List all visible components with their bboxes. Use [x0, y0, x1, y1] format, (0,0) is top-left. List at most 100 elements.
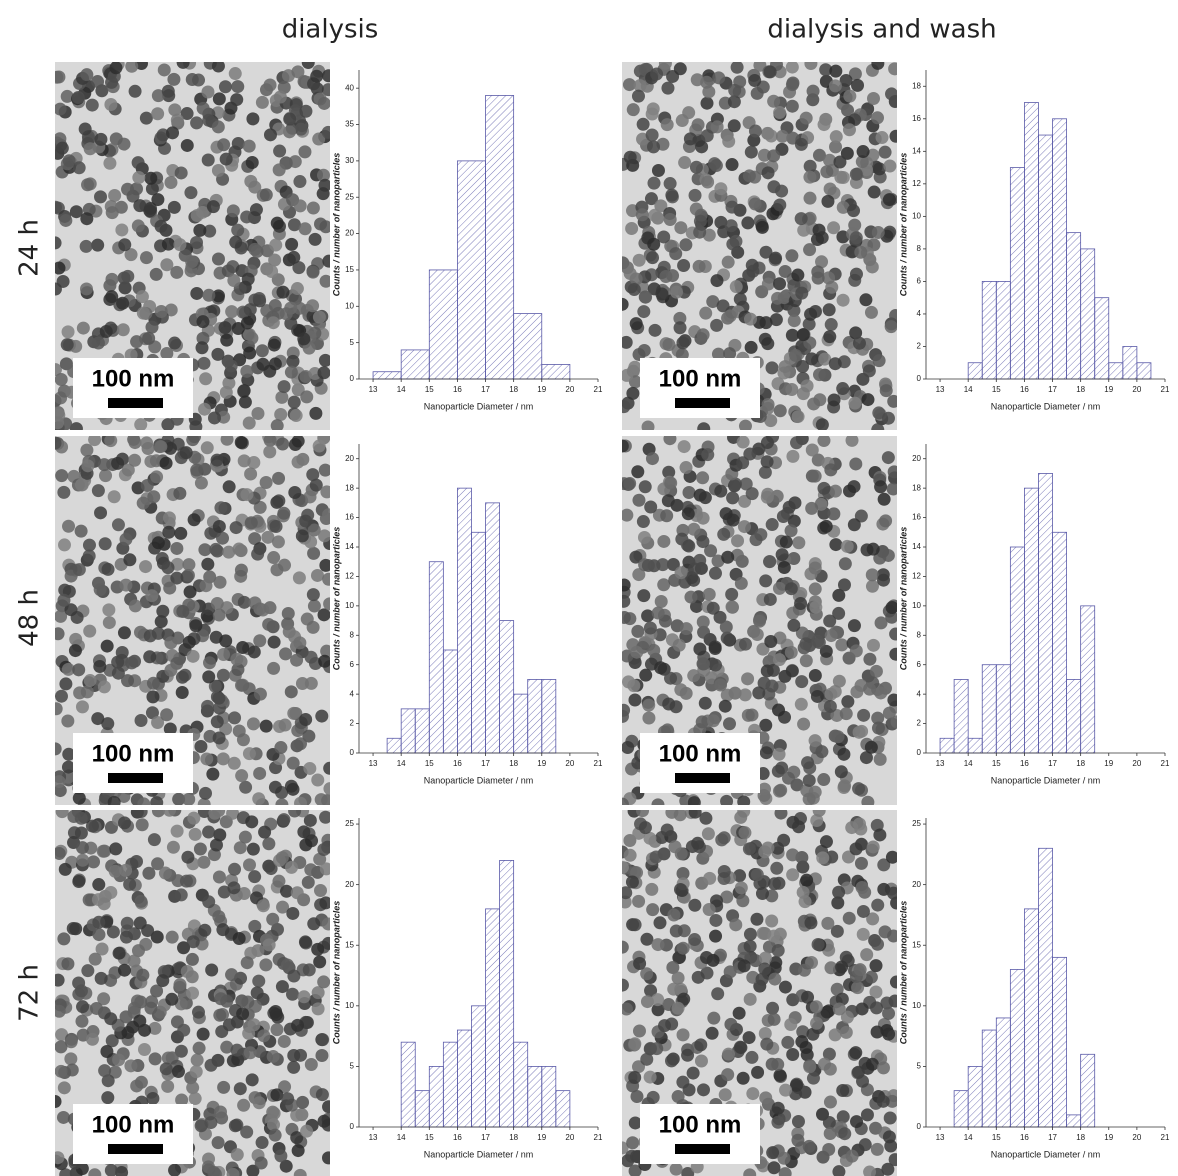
particle	[667, 908, 680, 921]
particle	[667, 983, 680, 996]
particle	[58, 538, 71, 551]
particle	[771, 1116, 784, 1129]
particle	[262, 618, 275, 631]
particle	[91, 75, 104, 88]
particle	[67, 922, 80, 935]
particle	[651, 993, 664, 1006]
particle	[674, 62, 687, 75]
particle	[809, 669, 822, 682]
y-tick-label: 20	[345, 880, 354, 889]
particle	[268, 636, 281, 649]
particle	[786, 100, 799, 113]
particle	[196, 315, 209, 328]
particle	[103, 157, 116, 170]
particle	[887, 694, 900, 707]
particle	[233, 932, 246, 945]
x-axis-label: Nanoparticle Diameter / nm	[991, 1149, 1101, 1159]
particle	[123, 878, 136, 891]
particle	[135, 805, 148, 818]
particle	[84, 142, 97, 155]
particle	[766, 361, 779, 374]
bar	[486, 909, 500, 1127]
particle	[229, 67, 242, 80]
y-tick-label: 40	[345, 83, 354, 92]
particle	[50, 702, 63, 715]
particle	[305, 677, 318, 690]
x-axis-label: Nanoparticle Diameter / nm	[424, 401, 534, 411]
particle	[882, 451, 895, 464]
bar	[1123, 346, 1137, 379]
particle	[319, 354, 332, 367]
particle	[655, 287, 668, 300]
particle	[648, 209, 661, 222]
particle	[239, 396, 252, 409]
y-tick-label: 6	[917, 660, 922, 669]
particle	[98, 680, 111, 693]
bar	[429, 1066, 443, 1127]
particle	[239, 781, 252, 794]
particle	[821, 195, 834, 208]
particle	[121, 183, 134, 196]
particle	[738, 959, 751, 972]
particle	[833, 156, 846, 169]
particle	[839, 557, 852, 570]
particle	[201, 85, 214, 98]
particle	[319, 464, 332, 477]
particle	[764, 635, 777, 648]
particle	[664, 672, 677, 685]
particle	[323, 762, 336, 775]
particle	[644, 1071, 657, 1084]
particle	[888, 62, 901, 75]
particle	[322, 69, 335, 82]
particle	[201, 700, 214, 713]
particle	[709, 659, 722, 672]
particle	[676, 336, 689, 349]
particle	[220, 334, 233, 347]
particle	[192, 1006, 205, 1019]
particle	[780, 536, 793, 549]
particle	[184, 585, 197, 598]
bar	[1067, 1115, 1081, 1127]
particle	[287, 1049, 300, 1062]
particle	[828, 393, 841, 406]
y-tick-label: 25	[345, 192, 354, 201]
particle	[155, 305, 168, 318]
particle	[886, 851, 899, 864]
particle	[106, 206, 119, 219]
particle	[254, 688, 267, 701]
particle	[631, 465, 644, 478]
particle	[794, 597, 807, 610]
particle	[870, 1001, 883, 1014]
particle	[61, 957, 74, 970]
particle	[790, 436, 803, 449]
particle	[253, 767, 266, 780]
particle	[869, 959, 882, 972]
particle	[303, 762, 316, 775]
particle	[626, 875, 639, 888]
particle	[722, 256, 735, 269]
particle	[187, 812, 200, 825]
particle	[257, 899, 270, 912]
particle	[759, 719, 772, 732]
particle	[624, 267, 637, 280]
particle	[745, 1051, 758, 1064]
particle	[211, 715, 224, 728]
particle	[680, 461, 693, 474]
particle	[798, 964, 811, 977]
particle	[711, 987, 724, 1000]
particle	[176, 686, 189, 699]
row-label: 72 h	[15, 964, 45, 1022]
scale-bar-label: 100 nm	[659, 740, 742, 767]
particle	[664, 476, 677, 489]
particle	[630, 1090, 643, 1103]
particle	[294, 199, 307, 212]
particle	[701, 129, 714, 142]
particle	[784, 1018, 797, 1031]
particle	[850, 168, 863, 181]
particle	[304, 863, 317, 876]
particle	[703, 903, 716, 916]
particle	[696, 657, 709, 670]
bar	[1109, 363, 1123, 379]
particle	[168, 337, 181, 350]
particle	[241, 956, 254, 969]
